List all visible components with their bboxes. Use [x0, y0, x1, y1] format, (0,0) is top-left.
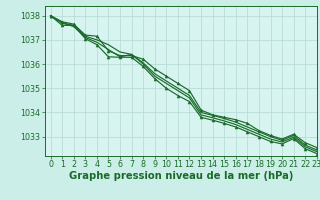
X-axis label: Graphe pression niveau de la mer (hPa): Graphe pression niveau de la mer (hPa) — [68, 171, 293, 181]
